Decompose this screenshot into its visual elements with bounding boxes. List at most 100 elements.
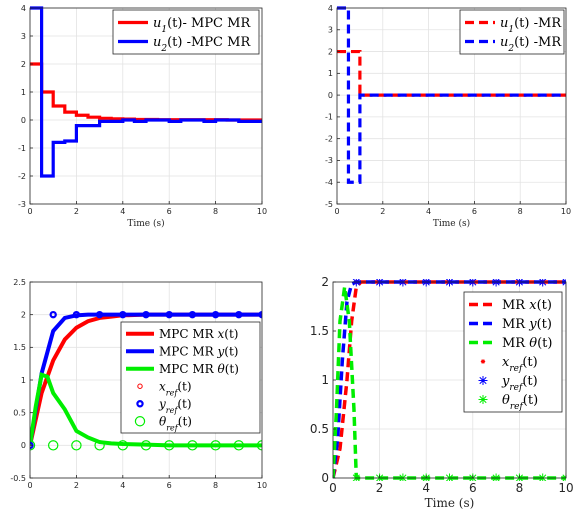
legend-label-part: (t) -MR [514,16,562,31]
y-tick-label: -2 [325,134,333,143]
y-tick-label: -2 [18,172,26,181]
axes-frame [336,7,567,205]
legend-label: θref(t) [159,414,192,432]
legend-label: MR θ(t) [502,336,552,351]
legend-label-part: (t) [537,298,552,313]
legend-label-part: θ [218,362,226,376]
legend-label-part: (t) [177,379,191,393]
y-tick-label: -0.5 [10,474,26,483]
legend-label-part: x [529,298,537,313]
x-tick-label: 6 [167,481,172,490]
y-tick-label: 2 [21,310,26,319]
legend-label-part: y [158,397,166,411]
legend-label: xref(t) [159,379,192,397]
data-point [49,310,57,319]
series-line [30,312,262,446]
legend-label-part: ref [510,402,525,412]
legend-label-part: (t) -MR [514,35,562,50]
legend-marker [478,376,488,385]
legend-label-part: u [153,35,161,50]
legend-label: θref(t) [502,393,538,412]
data-point [211,310,220,319]
legend-label-part: ref [509,383,524,393]
x-tick-label: 10 [257,481,267,490]
y-tick-label: 1.5 [310,324,329,338]
legend-label: MPC MR x(t) [159,327,238,341]
legend-label-part: (t) [178,414,192,428]
legend-label: u2(t) -MR [500,35,562,54]
legend-label-part: ref [509,364,524,374]
legend-label: yref(t) [158,397,192,415]
y-tick-label: 2 [21,60,26,69]
legend-label-part: (t) [225,362,239,376]
legend-label: u1(t)- MPC MR [153,16,251,35]
data-point [48,440,59,451]
legend-label-part: (t) [224,344,238,358]
legend-label-part: 2 [160,44,167,54]
legend-box [112,9,260,55]
x-axis-label: Time (s) [127,218,164,229]
y-tick-label: 2 [328,47,333,56]
legend-label: MPC MR y(t) [159,344,238,358]
series-line [30,6,262,178]
legend-label-part: (t) [522,374,537,389]
legend-label: MR x(t) [502,298,552,313]
x-tick-label: 4 [120,481,125,490]
y-tick-label: 1 [21,376,26,385]
series-layer [337,6,566,184]
x-tick-label: 8 [213,207,218,216]
y-tick-label: 1 [328,69,333,78]
x-tick-label: 6 [472,207,477,216]
legend-label-part: MPC MR [159,344,218,358]
data-point [210,440,221,451]
series-line [333,286,566,480]
x-axis-label: Time (s) [433,218,470,229]
data-point [30,440,36,451]
x-tick-label: 2 [380,207,385,216]
data-point [235,310,243,319]
y-tick-label: 4 [328,4,333,13]
axes-frame [29,7,263,205]
x-tick-label: 4 [422,481,430,495]
legend-label-part: (t) [523,393,538,408]
data-point [188,310,197,319]
data-point [165,310,173,319]
legend-label: MR y(t) [502,317,552,332]
x-tick-label: 6 [469,481,477,495]
legend-label-part: (t)- MPC MR [167,16,251,31]
y-tick-label: 0 [21,441,26,450]
x-tick-label: 8 [518,207,523,216]
legend-label-part: u [500,16,508,31]
legend-label: u2(t) -MPC MR [153,35,251,54]
legend-label-part: MPC MR [159,362,218,376]
legend-label-part: ref [166,423,180,432]
legend-label-part: y [528,317,537,332]
legend-label-part: 1 [161,25,167,35]
legend-label-part: (t) [537,336,552,351]
legend: MPC MR x(t)MPC MR y(t)MPC MR θ(t)xref(t)… [120,321,261,434]
legend-label-part: MR [502,336,529,351]
legend-label-part: x [159,379,166,393]
x-tick-label: 2 [74,481,79,490]
y-tick-label: 2.5 [13,278,26,287]
legend-label-part: (t) -MPC MR [167,35,251,50]
x-tick-label: 10 [558,481,573,495]
data-point [71,440,82,451]
data-point [187,440,198,451]
legend-marker [136,400,144,408]
legend-label-part: MR [502,317,529,332]
legend-label-part: MR [502,298,529,313]
y-tick-label: 0.5 [310,422,329,436]
legend-marker [137,383,143,389]
y-tick-label: 4 [21,4,26,13]
legend-label-part: 1 [508,25,514,35]
y-tick-label: -3 [18,200,26,209]
x-tick-label: 6 [167,207,172,216]
legend-label: yref(t) [501,374,538,393]
x-tick-label: 10 [257,207,267,216]
legend-box [459,9,565,55]
